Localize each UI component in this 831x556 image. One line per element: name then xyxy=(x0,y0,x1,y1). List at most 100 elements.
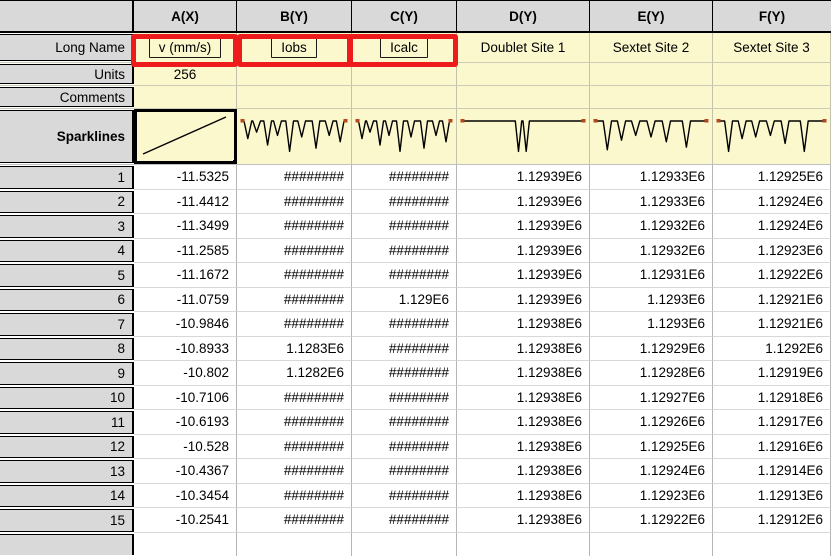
long-name-cell-f[interactable]: Sextet Site 3 xyxy=(713,33,831,62)
cell[interactable]: ######## xyxy=(352,214,457,239)
cell[interactable]: -11.1672 xyxy=(134,263,237,288)
cell[interactable]: 1.12938E6 xyxy=(457,312,590,337)
column-header-b[interactable]: B(Y) xyxy=(237,0,352,33)
cell[interactable]: 1.12938E6 xyxy=(457,336,590,361)
fill-handle[interactable] xyxy=(232,159,234,161)
comments-cell-f[interactable] xyxy=(713,86,831,108)
cell[interactable]: 1.12938E6 xyxy=(457,361,590,386)
cell[interactable]: 1.12938E6 xyxy=(457,483,590,508)
cell[interactable]: ######## xyxy=(352,361,457,386)
row-number[interactable]: 1 xyxy=(0,166,134,189)
cell[interactable]: 1.12924E6 xyxy=(590,459,713,484)
comments-cell-b[interactable] xyxy=(237,86,352,108)
cell[interactable]: -10.2541 xyxy=(134,508,237,533)
cell[interactable]: -11.0759 xyxy=(134,287,237,312)
row-label-sparklines[interactable]: Sparklines xyxy=(0,110,134,163)
cell[interactable]: -10.7106 xyxy=(134,385,237,410)
row-number[interactable]: 7 xyxy=(0,313,134,336)
cell[interactable]: 1.12938E6 xyxy=(457,410,590,435)
cell[interactable]: ######## xyxy=(352,189,457,214)
row-number[interactable]: 8 xyxy=(0,337,134,360)
cell[interactable]: -11.4412 xyxy=(134,189,237,214)
cell[interactable]: 1.12931E6 xyxy=(590,263,713,288)
cell[interactable]: 1.12938E6 xyxy=(457,508,590,533)
cell[interactable]: ######## xyxy=(237,165,352,190)
column-header-a[interactable]: A(X) xyxy=(134,0,237,33)
cell[interactable]: ######## xyxy=(352,410,457,435)
cell[interactable]: 1.12921E6 xyxy=(713,287,831,312)
cell[interactable]: 1.12938E6 xyxy=(457,385,590,410)
cell[interactable]: 1.12918E6 xyxy=(713,385,831,410)
cell[interactable]: ######## xyxy=(352,336,457,361)
cell[interactable]: 1.1283E6 xyxy=(237,336,352,361)
cell[interactable]: -10.4367 xyxy=(134,459,237,484)
empty-cell[interactable] xyxy=(352,532,457,556)
cell[interactable]: 1.12939E6 xyxy=(457,263,590,288)
cell[interactable]: 1.12925E6 xyxy=(713,165,831,190)
cell[interactable]: 1.12914E6 xyxy=(713,459,831,484)
cell[interactable]: -10.3454 xyxy=(134,483,237,508)
cell[interactable]: 1.12933E6 xyxy=(590,165,713,190)
cell[interactable]: 1.12916E6 xyxy=(713,434,831,459)
cell[interactable]: ######## xyxy=(352,312,457,337)
column-header-d[interactable]: D(Y) xyxy=(457,0,590,33)
sparkline-cell-d[interactable] xyxy=(457,109,590,164)
comments-cell-c[interactable] xyxy=(352,86,457,108)
comments-cell-d[interactable] xyxy=(457,86,590,108)
cell[interactable]: 1.12924E6 xyxy=(713,214,831,239)
cell[interactable]: 1.12938E6 xyxy=(457,459,590,484)
cell[interactable]: 1.1293E6 xyxy=(590,287,713,312)
cell[interactable]: -10.9846 xyxy=(134,312,237,337)
comments-cell-e[interactable] xyxy=(590,86,713,108)
cell[interactable]: 1.12939E6 xyxy=(457,287,590,312)
row-number[interactable]: 13 xyxy=(0,460,134,483)
long-name-cell-a[interactable]: v (mm/s) xyxy=(134,33,237,62)
cell[interactable]: 1.12939E6 xyxy=(457,165,590,190)
cell[interactable]: 1.1282E6 xyxy=(237,361,352,386)
units-cell-c[interactable] xyxy=(352,63,457,85)
cell[interactable]: 1.12922E6 xyxy=(713,263,831,288)
empty-cell[interactable] xyxy=(590,532,713,556)
long-name-cell-c[interactable]: Icalc xyxy=(352,33,457,62)
sparkline-cell-a[interactable] xyxy=(134,109,237,164)
row-number[interactable]: 2 xyxy=(0,190,134,213)
cell[interactable]: 1.12919E6 xyxy=(713,361,831,386)
column-header-c[interactable]: C(Y) xyxy=(352,0,457,33)
cell[interactable]: 1.12924E6 xyxy=(713,189,831,214)
cell[interactable]: -11.3499 xyxy=(134,214,237,239)
row-number[interactable]: 6 xyxy=(0,288,134,311)
cell[interactable]: ######## xyxy=(352,238,457,263)
cell[interactable]: ######## xyxy=(237,312,352,337)
cell[interactable]: 1.12922E6 xyxy=(590,508,713,533)
units-cell-d[interactable] xyxy=(457,63,590,85)
sparkline-cell-f[interactable] xyxy=(713,109,831,164)
cell[interactable]: ######## xyxy=(237,189,352,214)
row-label-units[interactable]: Units xyxy=(0,64,134,84)
cell[interactable]: 1.12932E6 xyxy=(590,238,713,263)
row-label-empty[interactable] xyxy=(0,533,134,555)
cell[interactable]: 1.12912E6 xyxy=(713,508,831,533)
units-cell-a[interactable]: 256 xyxy=(134,63,237,85)
cell[interactable]: 1.12939E6 xyxy=(457,214,590,239)
cell[interactable]: ######## xyxy=(237,385,352,410)
cell[interactable]: ######## xyxy=(352,508,457,533)
cell[interactable]: 1.1293E6 xyxy=(590,312,713,337)
cell[interactable]: -10.6193 xyxy=(134,410,237,435)
cell[interactable]: 1.12939E6 xyxy=(457,189,590,214)
cell[interactable]: 1.12938E6 xyxy=(457,434,590,459)
cell[interactable]: ######## xyxy=(237,459,352,484)
cell[interactable]: 1.12932E6 xyxy=(590,214,713,239)
sparkline-cell-e[interactable] xyxy=(590,109,713,164)
cell[interactable]: 1.1292E6 xyxy=(713,336,831,361)
long-name-cell-e[interactable]: Sextet Site 2 xyxy=(590,33,713,62)
empty-cell[interactable] xyxy=(457,532,590,556)
empty-cell[interactable] xyxy=(134,532,237,556)
sparkline-cell-c[interactable] xyxy=(352,109,457,164)
comments-cell-a[interactable] xyxy=(134,86,237,108)
column-header-e[interactable]: E(Y) xyxy=(590,0,713,33)
row-number[interactable]: 5 xyxy=(0,264,134,287)
units-cell-f[interactable] xyxy=(713,63,831,85)
cell[interactable]: -11.5325 xyxy=(134,165,237,190)
sparkline-cell-b[interactable] xyxy=(237,109,352,164)
row-number[interactable]: 3 xyxy=(0,215,134,238)
